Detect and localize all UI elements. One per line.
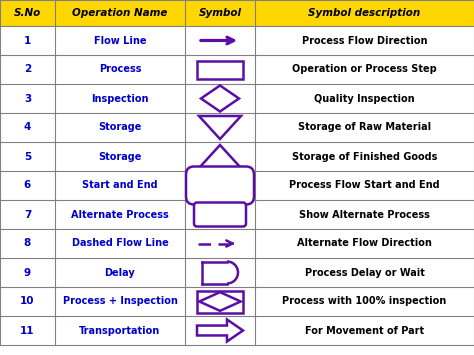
Polygon shape <box>199 145 241 168</box>
Bar <box>197 290 243 312</box>
Text: Storage: Storage <box>98 122 142 132</box>
Text: Alternate Process: Alternate Process <box>71 209 169 219</box>
Text: S.No: S.No <box>14 8 41 18</box>
Polygon shape <box>199 116 241 139</box>
Text: Process with 100% inspection: Process with 100% inspection <box>283 296 447 306</box>
Text: 9: 9 <box>24 268 31 278</box>
Polygon shape <box>201 86 239 111</box>
Text: Storage of Raw Material: Storage of Raw Material <box>298 122 431 132</box>
Text: 5: 5 <box>24 152 31 162</box>
Text: Inspection: Inspection <box>91 93 149 104</box>
Text: Alternate Flow Direction: Alternate Flow Direction <box>297 239 432 248</box>
Text: Symbol description: Symbol description <box>309 8 420 18</box>
Text: 8: 8 <box>24 239 31 248</box>
Polygon shape <box>197 320 243 342</box>
Text: Storage: Storage <box>98 152 142 162</box>
Text: Operation Name: Operation Name <box>73 8 168 18</box>
Text: 6: 6 <box>24 180 31 191</box>
Text: Flow Line: Flow Line <box>94 36 146 45</box>
Text: Process Delay or Wait: Process Delay or Wait <box>305 268 424 278</box>
Text: 1: 1 <box>24 36 31 45</box>
Text: Storage of Finished Goods: Storage of Finished Goods <box>292 152 437 162</box>
Text: Quality Inspection: Quality Inspection <box>314 93 415 104</box>
Bar <box>0 0 474 26</box>
Text: 3: 3 <box>24 93 31 104</box>
Text: For Movement of Part: For Movement of Part <box>305 326 424 335</box>
Text: Transportation: Transportation <box>79 326 161 335</box>
Text: Symbol: Symbol <box>199 8 241 18</box>
Bar <box>197 60 243 78</box>
Text: Operation or Process Step: Operation or Process Step <box>292 65 437 75</box>
Text: Show Alternate Process: Show Alternate Process <box>299 209 430 219</box>
Text: 4: 4 <box>24 122 31 132</box>
Polygon shape <box>199 292 241 311</box>
Text: Dashed Flow Line: Dashed Flow Line <box>72 239 168 248</box>
Text: Process Flow Start and End: Process Flow Start and End <box>289 180 440 191</box>
FancyBboxPatch shape <box>194 202 246 226</box>
Text: 10: 10 <box>20 296 35 306</box>
Text: Process + Inspection: Process + Inspection <box>63 296 177 306</box>
Text: Process Flow Direction: Process Flow Direction <box>302 36 427 45</box>
Text: Start and End: Start and End <box>82 180 158 191</box>
Text: 11: 11 <box>20 326 35 335</box>
Text: 7: 7 <box>24 209 31 219</box>
Text: Process: Process <box>99 65 141 75</box>
FancyBboxPatch shape <box>186 166 254 204</box>
Text: 2: 2 <box>24 65 31 75</box>
Text: Delay: Delay <box>105 268 136 278</box>
